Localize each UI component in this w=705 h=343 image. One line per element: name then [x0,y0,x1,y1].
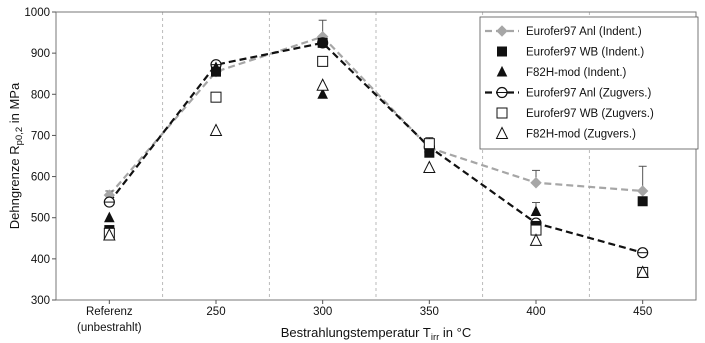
legend-marker [497,46,507,57]
y-tick-label: 400 [31,254,50,266]
y-tick-label: 700 [31,130,50,142]
data-point [316,78,329,91]
legend-label: F82H-mod (Indent.) [526,67,627,79]
x-tick-label: 350 [420,306,439,318]
data-point [317,55,329,67]
y-axis-title-sub: p0,2 [14,127,25,146]
y-axis-title-main: Dehngrenze R [7,145,22,229]
legend-label: Eurofer97 WB (Indent.) [526,47,644,59]
y-tick-label: 300 [31,295,50,307]
x-tick-label: 250 [206,306,225,318]
plot-area-frame [55,11,697,301]
x-axis-title-main: Bestrahlungstemperatur T [281,325,431,340]
series [103,19,649,278]
data-point [637,196,648,207]
legend-marker [496,107,508,119]
data-point [530,177,542,189]
legend-label: F82H-mod (Zugvers.) [526,129,636,141]
x-tick-label: 300 [313,306,332,318]
x-tick-label: Referenz [86,306,133,318]
legend-label: Eurofer97 Anl (Zugvers.) [526,88,651,100]
legend-label: Eurofer97 WB (Zugvers.) [526,108,654,120]
data-point [636,185,649,197]
legend-marker [496,25,508,37]
y-axis-title-tail: in MPa [7,82,22,127]
data-point [317,37,328,48]
x-tick-label: 400 [526,306,545,318]
data-point [210,61,222,73]
data-point [529,233,543,246]
y-tick-label: 900 [31,48,50,60]
y-axis-title: Dehngrenze Rp0,2 in MPa [7,82,25,229]
series-line [108,35,643,196]
data-point [317,88,328,99]
legend: Eurofer97 Anl (Indent.) Eurofer97 WB (Ind… [479,16,699,150]
legend-marker [495,126,509,139]
data-point [209,123,223,136]
legend-label: Eurofer97 Anl (Indent.) [526,26,642,38]
data-point [636,265,649,278]
data-point [423,138,435,150]
x-tick-label: (unbestrahlt) [77,322,142,334]
data-point [423,160,436,174]
x-axis: Referenz (unbestrahlt) 250 300 350 400 450 [77,300,652,334]
y-tick-label: 600 [31,172,50,184]
data-point [104,211,115,223]
y-tick-label: 1000 [24,7,50,19]
legend-box [479,16,699,150]
y-tick-label: 800 [31,89,50,101]
x-axis-title-sub: irr [431,332,439,343]
data-point [210,91,222,103]
series-line [108,41,643,254]
x-axis-title: Bestrahlungstemperatur Tirr in °C [281,325,471,343]
legend-marker [496,65,508,77]
y-tick-label: 500 [31,213,50,225]
data-point [103,227,116,241]
y-axis: 300 400 500 600 700 800 900 1000 [24,7,56,307]
x-tick-label: 450 [633,306,652,318]
data-point [530,205,542,217]
x-axis-title-tail: in °C [439,325,471,340]
